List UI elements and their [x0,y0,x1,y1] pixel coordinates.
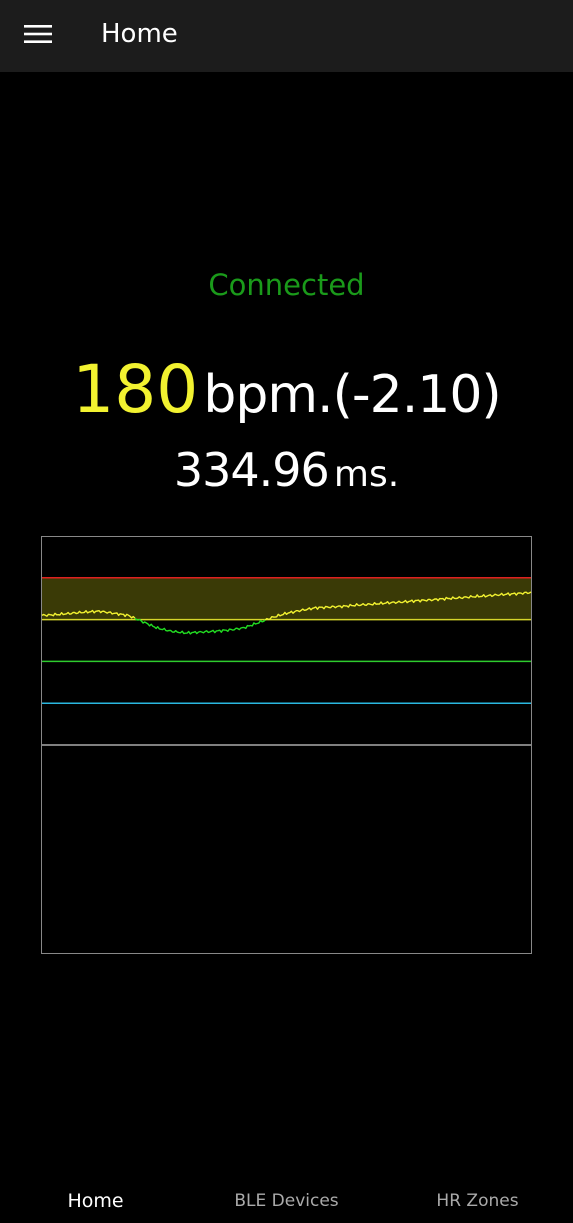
rr-interval-display: 334.96 ms. [0,440,573,511]
nav-hr-zones-label: HR Zones [436,1190,519,1211]
rr-interval-unit: ms. [333,454,400,495]
nav-home-label: Home [67,1189,124,1212]
nav-ble-devices-label: BLE Devices [234,1190,339,1211]
chart-series-segment-0 [41,609,136,619]
nav-ble-devices[interactable]: BLE Devices [191,1178,382,1223]
chart-series-segment-1 [134,617,266,635]
chart-series-segment-2 [264,591,532,621]
menu-button[interactable] [14,12,62,56]
heart-rate-unit-delta: bpm.(-2.10) [203,365,501,425]
heart-rate-display: 180 bpm.(-2.10) [0,350,573,447]
hamburger-menu-icon [24,25,52,43]
connection-status: Connected [208,268,365,302]
heart-rate-chart-svg [41,536,532,954]
heart-rate-chart [41,536,532,954]
nav-home[interactable]: Home [0,1178,191,1223]
heart-rate-value: 180 [72,351,199,428]
bottom-navigation: Home BLE Devices HR Zones [0,1178,573,1223]
chart-frame [41,536,532,954]
page-title: Home [101,19,178,49]
rr-interval-value: 334.96 [173,443,330,497]
nav-hr-zones[interactable]: HR Zones [382,1178,573,1223]
app-bar: Home [0,0,573,72]
